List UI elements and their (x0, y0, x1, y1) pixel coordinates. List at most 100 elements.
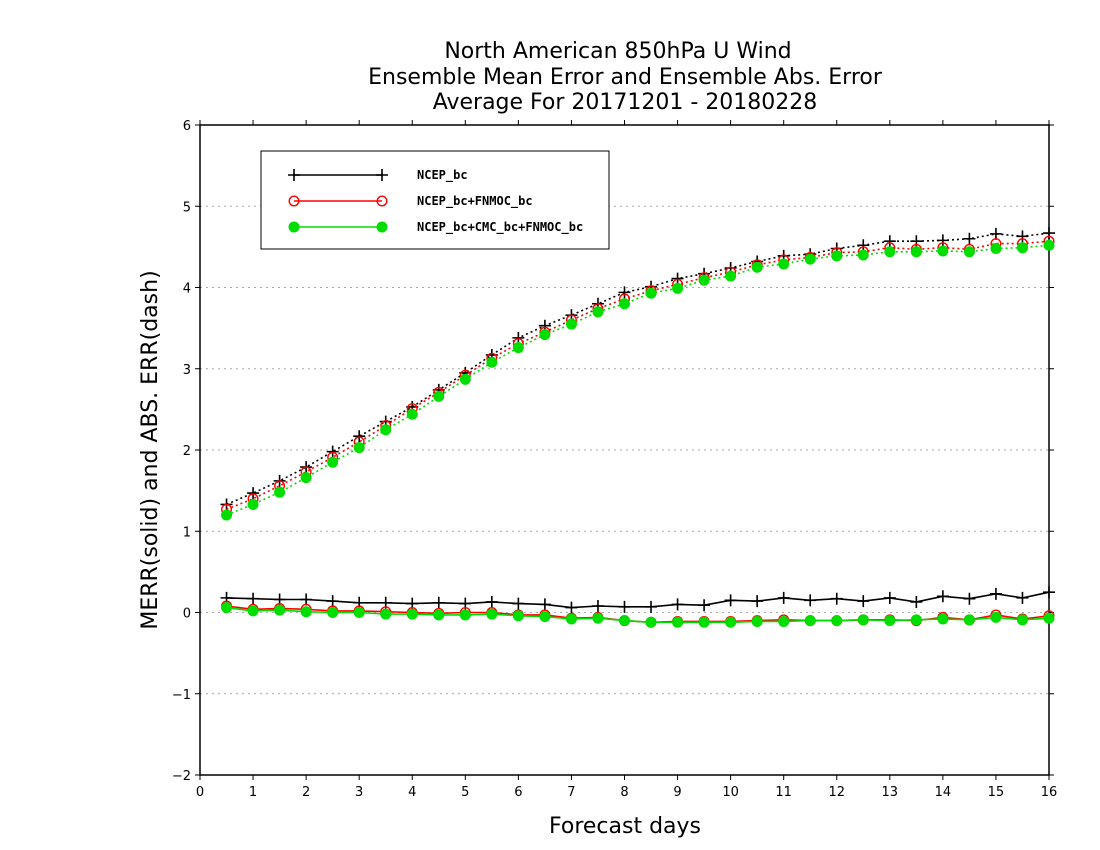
merr-point (353, 607, 365, 618)
abs-err-point (963, 232, 976, 245)
merr-point (990, 611, 1002, 623)
x-tick-label: 7 (567, 785, 575, 800)
abs-err-point (512, 342, 524, 354)
abs-err-point (539, 329, 551, 341)
abs-err-point (937, 245, 949, 257)
abs-err-point (910, 246, 922, 258)
merr-point (1016, 591, 1029, 604)
merr-point (512, 597, 525, 610)
abs-err-point (1043, 239, 1055, 251)
chart-title-line-3: Average For 20171201 - 20180228 (433, 90, 818, 115)
merr-point (247, 605, 259, 617)
abs-err-point (618, 286, 631, 299)
merr-point (725, 616, 737, 628)
series-layer (220, 227, 1055, 628)
merr-point (910, 614, 922, 626)
x-tick-label: 16 (1041, 785, 1058, 800)
abs-err-point (619, 298, 630, 310)
x-tick-label: 9 (673, 785, 681, 800)
merr-point (698, 616, 710, 628)
abs-err-point (592, 306, 604, 318)
abs-err-point (353, 442, 365, 454)
legend-marker (288, 169, 300, 181)
merr-point (671, 598, 684, 611)
x-tick-label: 8 (620, 785, 628, 800)
merr-point (937, 613, 949, 625)
merr-point (1043, 612, 1055, 624)
abs-err-point (565, 318, 577, 330)
y-tick-label: −1 (172, 688, 191, 703)
y-tick-label: 6 (183, 119, 191, 134)
abs-err-point (778, 258, 790, 270)
merr-point (645, 616, 657, 628)
abs-err-point (990, 243, 1002, 254)
merr-point (963, 592, 976, 605)
abs-err-point (380, 424, 392, 436)
legend: NCEP_bc NCEP_bc+FNMOC_bc NCEP_bc+CMC_bc+FN… (260, 150, 610, 250)
merr-point (804, 594, 817, 607)
abs-err-point (910, 235, 923, 248)
merr-point (485, 595, 498, 608)
merr-point (857, 595, 870, 608)
abs-err-point (1016, 230, 1029, 243)
y-axis-label: MERR(solid) and ABS. ERR(dash) (138, 270, 163, 629)
series-NCEP_bc+FNMOC_bc (221, 235, 1055, 628)
merr-point (1016, 614, 1028, 626)
merr-point (591, 600, 604, 612)
merr-point (751, 595, 764, 608)
merr-point (565, 613, 577, 625)
y-tick-label: 0 (183, 607, 191, 622)
merr-point (910, 595, 923, 608)
abs-err-point (989, 227, 1002, 240)
merr-point (804, 615, 816, 627)
merr-point (565, 601, 578, 614)
abs-err-point (804, 253, 816, 265)
abs-err-point (327, 456, 339, 468)
merr-point (353, 596, 366, 609)
x-tick-label: 11 (775, 785, 792, 800)
x-tick-label: 12 (828, 785, 845, 800)
abs-err-point (459, 373, 471, 385)
abs-err-point (247, 487, 260, 500)
abs-err-point (1043, 227, 1055, 240)
abs-err-point (857, 239, 870, 252)
abs-err-point (672, 282, 684, 294)
merr-point (538, 598, 551, 611)
abs-err-point (884, 246, 896, 258)
y-tick-label: 1 (183, 525, 191, 540)
merr-point (220, 591, 233, 604)
merr-point (883, 591, 896, 604)
abs-err-point (831, 250, 843, 262)
abs-err-point (698, 274, 710, 286)
abs-err-point (274, 486, 286, 498)
x-tick-label: 3 (355, 785, 363, 800)
abs-err-point (433, 390, 445, 402)
merr-line (226, 606, 1050, 624)
merr-point (831, 615, 843, 627)
x-tick-label: 6 (514, 785, 522, 800)
abs-err-point (963, 246, 975, 258)
x-tick-label: 15 (988, 785, 1005, 800)
abs-err-point (512, 331, 525, 344)
legend-marker (376, 169, 388, 181)
x-tick-label: 0 (196, 785, 204, 800)
merr-point (777, 591, 790, 604)
merr-point (433, 609, 445, 621)
merr-point (963, 614, 975, 626)
merr-point (539, 611, 551, 623)
legend-label: NCEP_bc (417, 168, 468, 183)
merr-point (778, 615, 790, 627)
y-tick-label: −2 (172, 769, 191, 784)
merr-point (300, 593, 313, 606)
merr-point (751, 615, 763, 627)
y-tick-label: 3 (183, 363, 191, 378)
merr-point (380, 608, 392, 620)
merr-point (619, 615, 630, 627)
merr-point (857, 614, 869, 626)
merr-point (618, 600, 631, 613)
merr-point (830, 592, 843, 605)
abs-err-point (671, 272, 684, 285)
merr-point (486, 608, 498, 620)
abs-err-point (751, 261, 763, 273)
